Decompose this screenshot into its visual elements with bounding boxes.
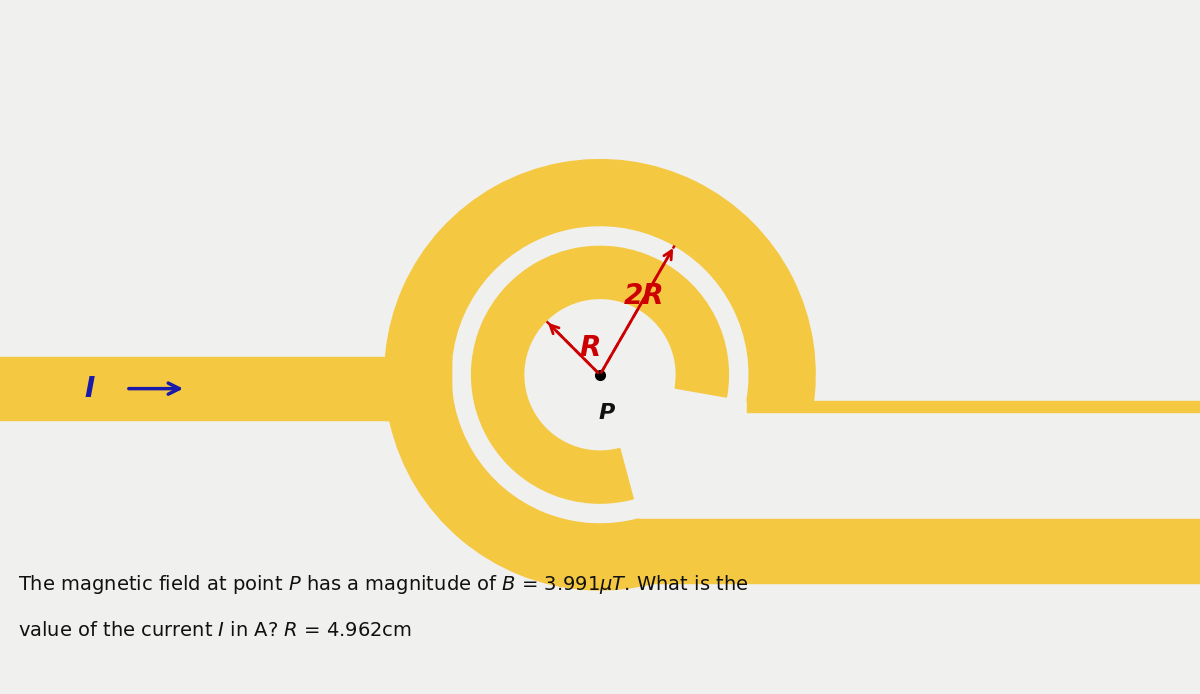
Wedge shape (472, 246, 728, 503)
Wedge shape (385, 160, 815, 590)
Polygon shape (0, 357, 451, 420)
Text: I: I (85, 375, 95, 403)
Text: R: R (580, 334, 601, 362)
Text: 2R: 2R (624, 282, 665, 310)
Polygon shape (385, 357, 451, 420)
Text: P: P (599, 403, 616, 423)
Polygon shape (638, 519, 1200, 582)
Text: value of the current $I$ in A? $R$ = 4.962cm: value of the current $I$ in A? $R$ = 4.9… (18, 621, 412, 640)
Circle shape (0, 357, 8, 420)
Polygon shape (746, 400, 1200, 412)
Text: The magnetic field at point $P$ has a magnitude of $B$ = 3.991$\mu T$. What is t: The magnetic field at point $P$ has a ma… (18, 573, 749, 595)
